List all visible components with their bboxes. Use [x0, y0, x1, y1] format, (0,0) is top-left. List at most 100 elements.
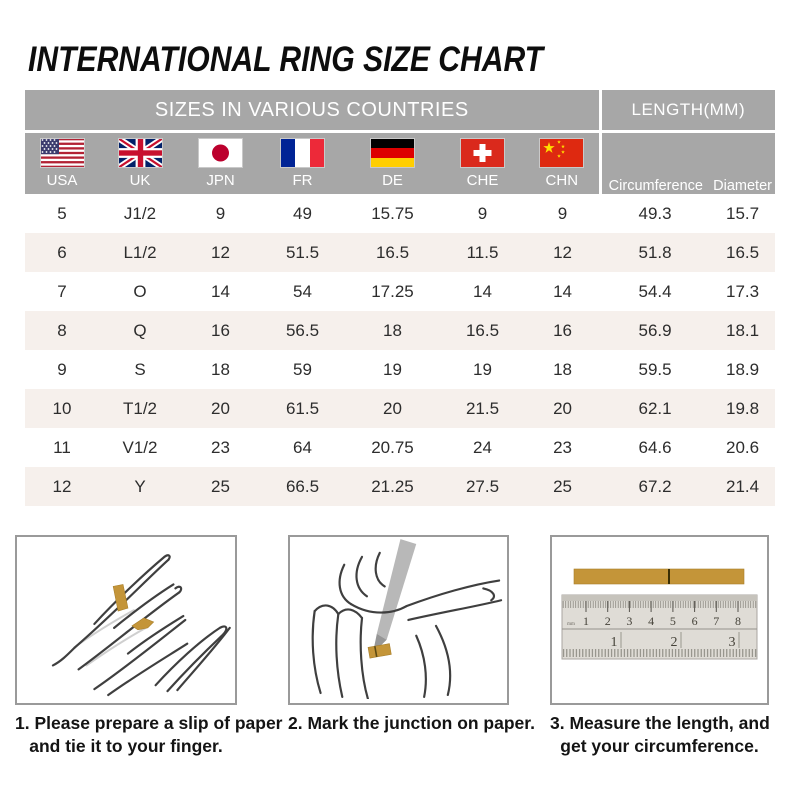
table-cell: 64 — [293, 437, 312, 457]
step-3: 1 2 3 4 5 6 7 8 mm 1 2 — [550, 535, 770, 758]
table-cell: 21.5 — [465, 398, 500, 418]
uk-flag-icon — [117, 138, 163, 168]
step-1-caption-line-2: and tie it to your finger. — [29, 735, 223, 756]
table-cell: 51.8 — [638, 242, 672, 262]
ruler-cm-label: 7 — [713, 614, 719, 628]
table-cell: 14 — [211, 281, 230, 301]
table-cell: 54 — [293, 281, 312, 301]
table-cell: 49 — [293, 203, 312, 223]
table-cell: 20.75 — [371, 437, 414, 457]
table-cell: 18 — [211, 359, 230, 379]
table-cell: 19 — [473, 359, 492, 379]
table-cell: 23 — [553, 437, 572, 457]
step-2-caption-line-1: 2. Mark the junction on paper. — [288, 713, 535, 733]
germany-flag-icon — [370, 138, 415, 168]
column-label-de: DE — [382, 172, 403, 189]
table-cell: 15.75 — [371, 203, 414, 223]
page-title: INTERNATIONAL RING SIZE CHART — [28, 40, 544, 79]
step-1: 1. Please prepare a slip of paper and ti… — [15, 535, 282, 758]
column-label-che: CHE — [466, 172, 499, 189]
table-cell: 18 — [553, 359, 572, 379]
ruler-inch-label: 1 — [611, 635, 618, 650]
table-cell: S — [134, 359, 146, 379]
table-cell: 62.1 — [638, 398, 672, 418]
ruler-cm-label: 4 — [648, 614, 654, 628]
table-cell: 9 — [215, 203, 226, 223]
table-cell: 27.5 — [465, 476, 500, 496]
table-row: 7 O 14 54 17.25 14 14 54.4 17.3 — [25, 272, 775, 311]
table-cell: 18.9 — [726, 359, 760, 379]
japan-flag-icon — [198, 138, 243, 168]
table-cell: 17.25 — [371, 281, 414, 301]
column-label-diameter: Diameter — [710, 131, 776, 194]
hand-with-paper-slip-illustration — [51, 554, 231, 697]
step-1-caption: 1. Please prepare a slip of paper and ti… — [15, 712, 282, 758]
table-cell: 20 — [553, 398, 572, 418]
table-cell: 54.4 — [638, 281, 672, 301]
ruler-cm-label: 1 — [583, 614, 589, 628]
table-cell: Y — [134, 476, 146, 496]
table-cell: 19 — [383, 359, 402, 379]
step-3-caption: 3. Measure the length, and get your circ… — [550, 712, 770, 758]
table-cell: 16.5 — [465, 320, 500, 340]
table-row: 10 T1/2 20 61.5 20 21.5 20 62.1 19.8 — [25, 389, 776, 428]
column-label-fr: FR — [292, 172, 313, 189]
table-cell: 56.5 — [285, 320, 320, 340]
table-cell: 9 — [57, 359, 67, 379]
column-label-usa: USA — [46, 172, 78, 189]
step-2: 2. Mark the junction on paper. — [288, 535, 535, 735]
table-cell: 14 — [473, 281, 492, 301]
column-header-jpn: JPN — [181, 131, 260, 194]
table-cell: 19.8 — [726, 398, 760, 418]
ruler-cm-label: 2 — [605, 614, 611, 628]
column-header-fr: FR — [260, 131, 345, 194]
table-row: 11 V1/2 23 64 20.75 24 23 64.6 20.6 — [25, 428, 775, 467]
ruler-cm-label: 8 — [735, 614, 741, 628]
table-cell: 5 — [57, 203, 67, 223]
table-cell: 21.4 — [726, 476, 760, 496]
ruler-unit-label: mm — [567, 622, 575, 627]
countries-group-header: SIZES IN VARIOUS COUNTRIES — [25, 90, 601, 133]
column-header-uk: UK — [99, 131, 181, 194]
table-cell: 25 — [211, 476, 230, 496]
step-3-illustration: 1 2 3 4 5 6 7 8 mm 1 2 — [550, 535, 769, 705]
table-cell: 8 — [57, 320, 67, 340]
table-cell: 11 — [53, 437, 71, 457]
table-cell: 21.25 — [371, 476, 414, 496]
table-cell: 64.6 — [638, 437, 672, 457]
column-label-jpn: JPN — [206, 172, 235, 189]
table-cell: 17.3 — [726, 281, 760, 301]
table-cell: 23 — [211, 437, 230, 457]
paper-strip — [573, 568, 745, 585]
table-cell: O — [133, 281, 147, 301]
table-cell: 15.7 — [726, 203, 760, 223]
ruler-cm-label: 6 — [692, 614, 698, 628]
step-2-illustration — [288, 535, 509, 705]
switzerland-flag-icon — [460, 138, 505, 168]
table-cell: J1/2 — [123, 203, 157, 223]
table-cell: 6 — [57, 242, 67, 262]
column-header-usa: USA — [25, 131, 99, 194]
ruler: 1 2 3 4 5 6 7 8 mm 1 2 — [561, 594, 758, 660]
flag-header-row: USA UK — [25, 131, 776, 194]
table-cell: 61.5 — [285, 398, 320, 418]
table-cell: T1/2 — [122, 398, 158, 418]
table-cell: 9 — [477, 203, 488, 223]
column-header-chn: CHN — [525, 131, 601, 194]
table-cell: V1/2 — [122, 437, 158, 457]
group-header-row: SIZES IN VARIOUS COUNTRIES LENGTH(MM) — [25, 90, 776, 133]
length-group-header: LENGTH(MM) — [598, 90, 776, 133]
ruler-cm-label: 3 — [626, 614, 632, 628]
table-row: 6 L1/2 12 51.5 16.5 11.5 12 51.8 16.5 — [25, 233, 776, 272]
column-label-chn: CHN — [545, 172, 579, 189]
table-cell: 9 — [557, 203, 568, 223]
table-cell: 12 — [211, 242, 230, 262]
table-cell: 16 — [211, 320, 230, 340]
column-label-uk: UK — [129, 172, 151, 189]
ruler-inch-label: 2 — [671, 635, 678, 650]
table-cell: L1/2 — [123, 242, 157, 262]
table-cell: 20 — [211, 398, 230, 418]
marking-paper-with-pen-illustration — [311, 539, 503, 700]
table-cell: 56.9 — [638, 320, 672, 340]
